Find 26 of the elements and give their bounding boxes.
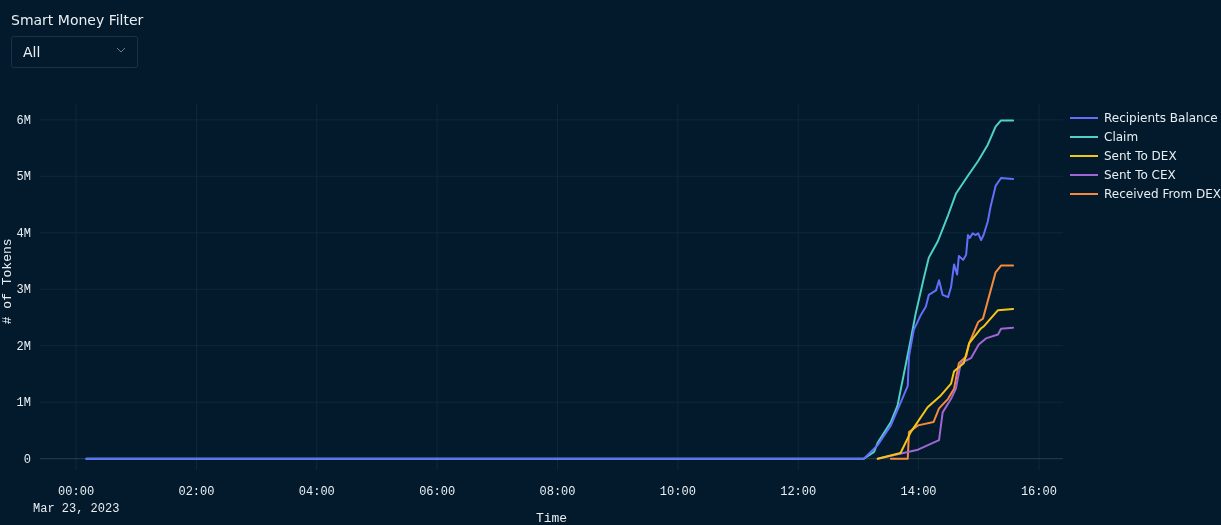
x-tick-label: 04:00 — [298, 485, 335, 499]
x-axis-title: Time — [535, 511, 568, 525]
legend-label: Claim — [1104, 130, 1139, 145]
x-tick-label: 02:00 — [178, 485, 215, 499]
y-tick-label: 5M — [16, 170, 31, 185]
y-axis-title: # of Tokens — [0, 238, 15, 325]
y-tick-label: 3M — [16, 283, 31, 298]
text: Mar 23, 2023 — [33, 502, 120, 516]
x-tick-label: 12:00 — [780, 485, 817, 499]
x-tick-label: 00:00 — [58, 485, 95, 499]
y-tick-label: 4M — [16, 226, 31, 241]
x-tick-label: 08:00 — [539, 485, 576, 499]
x-tick-label: 06:00 — [419, 485, 456, 499]
x-tick-label: 14:00 — [900, 485, 937, 499]
legend-label: Recipients Balance — [1104, 111, 1218, 126]
x-tick-label: 16:00 — [1020, 485, 1057, 499]
text: Smart Money Filter — [11, 12, 144, 28]
y-tick-label: 0 — [23, 452, 31, 467]
y-tick-label: 2M — [16, 339, 31, 354]
y-tick-label: 6M — [16, 114, 31, 129]
x-tick-label: 10:00 — [659, 485, 696, 499]
y-tick-label: 1M — [16, 396, 31, 411]
legend-label: Received From DEX — [1104, 187, 1221, 202]
legend-label: Sent To CEX — [1104, 168, 1176, 183]
legend-label: Sent To DEX — [1104, 149, 1177, 164]
text: All — [23, 44, 41, 60]
